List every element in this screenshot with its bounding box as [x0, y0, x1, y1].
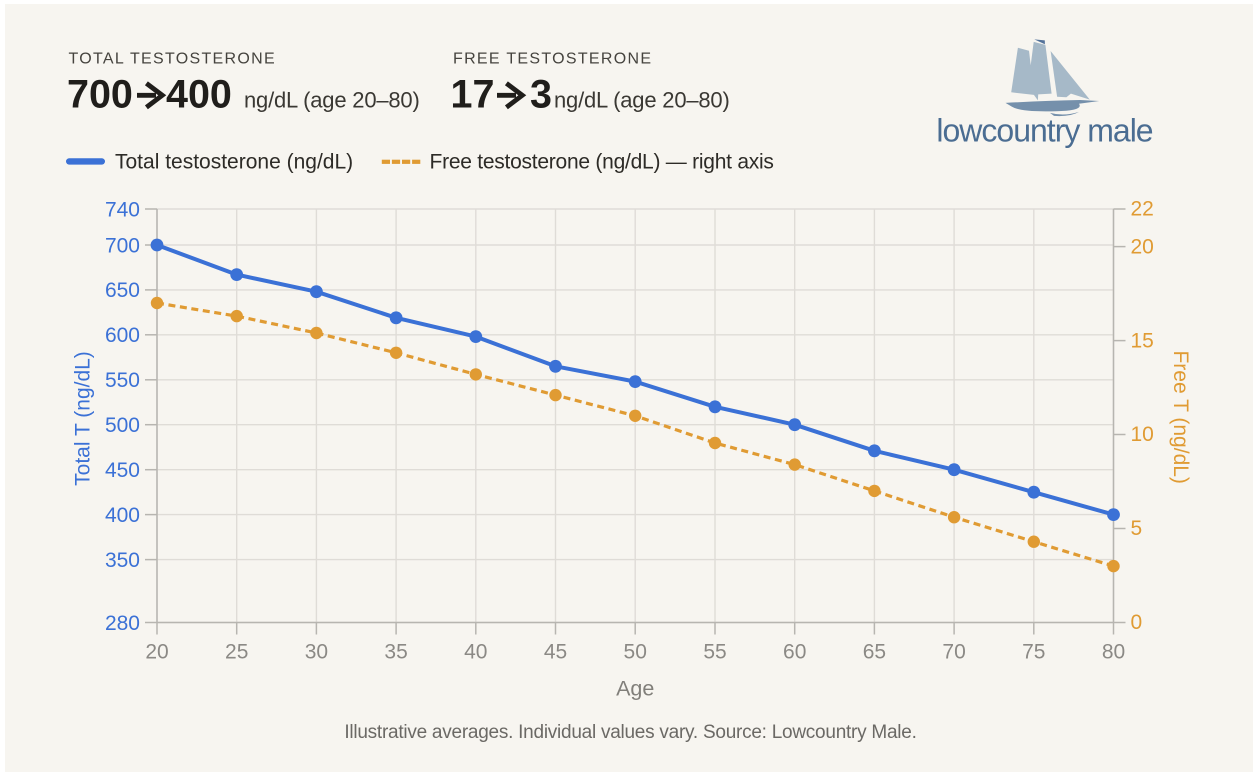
svg-text:65: 65 — [863, 640, 886, 663]
svg-text:700: 700 — [105, 234, 140, 257]
svg-text:700: 700 — [67, 73, 133, 117]
svg-text:400: 400 — [105, 504, 140, 527]
svg-text:50: 50 — [624, 640, 647, 663]
svg-text:Total T (ng/dL): Total T (ng/dL) — [72, 351, 95, 486]
svg-text:TOTAL TESTOSTERONE: TOTAL TESTOSTERONE — [69, 51, 276, 68]
svg-text:10: 10 — [1131, 423, 1154, 446]
svg-text:Total testosterone (ng/dL): Total testosterone (ng/dL) — [115, 150, 353, 173]
svg-text:17: 17 — [451, 73, 495, 117]
svg-text:35: 35 — [384, 640, 407, 663]
svg-text:80: 80 — [1102, 640, 1125, 663]
svg-text:30: 30 — [305, 640, 328, 663]
svg-text:3: 3 — [530, 73, 552, 117]
svg-text:650: 650 — [105, 279, 140, 302]
svg-text:20: 20 — [145, 640, 168, 663]
svg-text:lowcountry male: lowcountry male — [936, 113, 1152, 149]
svg-text:450: 450 — [105, 459, 140, 482]
svg-text:75: 75 — [1022, 640, 1045, 663]
svg-text:60: 60 — [783, 640, 806, 663]
svg-text:22: 22 — [1131, 198, 1154, 221]
svg-text:Age: Age — [616, 676, 654, 700]
svg-text:600: 600 — [105, 324, 140, 347]
svg-text:Free T (ng/dL): Free T (ng/dL) — [1169, 350, 1192, 483]
svg-text:280: 280 — [105, 612, 140, 635]
svg-text:ng/dL (age 20–80): ng/dL (age 20–80) — [244, 88, 420, 113]
svg-text:5: 5 — [1131, 517, 1143, 540]
svg-text:45: 45 — [544, 640, 567, 663]
svg-text:400: 400 — [166, 73, 232, 117]
svg-text:70: 70 — [942, 640, 965, 663]
svg-text:15: 15 — [1131, 329, 1154, 352]
svg-text:ng/dL (age 20–80): ng/dL (age 20–80) — [554, 88, 730, 113]
svg-text:40: 40 — [464, 640, 487, 663]
svg-text:0: 0 — [1131, 611, 1143, 634]
svg-text:350: 350 — [105, 549, 140, 572]
svg-text:740: 740 — [105, 198, 140, 221]
svg-text:20: 20 — [1131, 235, 1154, 258]
svg-text:Free testosterone (ng/dL) — ri: Free testosterone (ng/dL) — right axis — [430, 150, 774, 173]
svg-text:Illustrative averages. Individ: Illustrative averages. Individual values… — [344, 722, 916, 743]
svg-text:550: 550 — [105, 369, 140, 392]
svg-text:25: 25 — [225, 640, 248, 663]
svg-text:500: 500 — [105, 414, 140, 437]
svg-text:55: 55 — [703, 640, 726, 663]
svg-text:FREE TESTOSTERONE: FREE TESTOSTERONE — [453, 51, 652, 68]
